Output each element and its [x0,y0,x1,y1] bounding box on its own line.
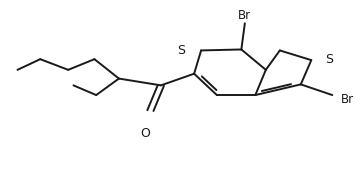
Text: O: O [140,127,150,140]
Text: Br: Br [341,93,354,107]
Text: Br: Br [238,9,251,22]
Text: S: S [177,44,185,57]
Text: S: S [325,53,334,66]
